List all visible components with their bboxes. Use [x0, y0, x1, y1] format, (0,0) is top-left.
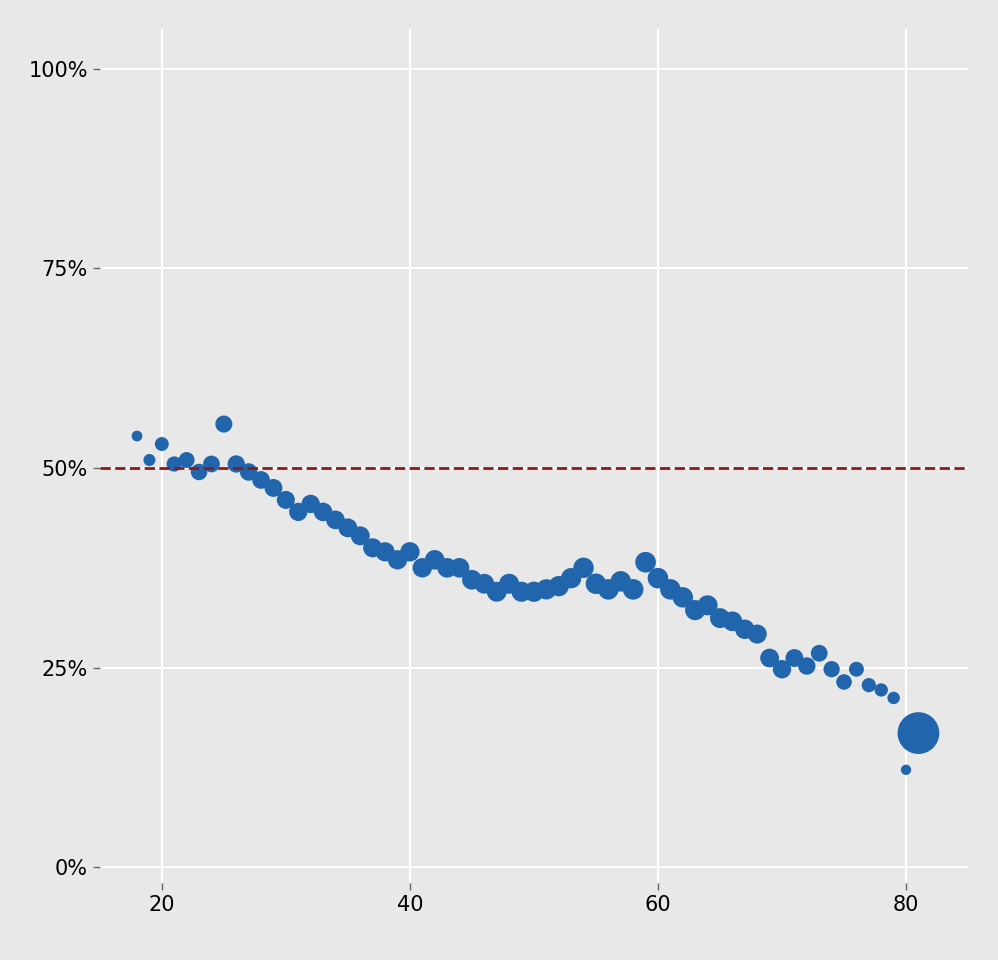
- Point: [538, 582, 554, 597]
- Point: [179, 452, 195, 468]
- Point: [253, 472, 269, 488]
- Point: [364, 540, 380, 556]
- Point: [712, 611, 728, 626]
- Point: [427, 552, 443, 567]
- Point: [811, 645, 827, 660]
- Point: [451, 560, 467, 575]
- Point: [489, 584, 505, 599]
- Point: [588, 576, 604, 591]
- Point: [910, 726, 926, 741]
- Point: [601, 582, 617, 597]
- Point: [563, 570, 579, 586]
- Point: [129, 428, 145, 444]
- Point: [277, 492, 293, 508]
- Point: [302, 496, 318, 512]
- Point: [340, 520, 356, 536]
- Point: [885, 690, 901, 706]
- Point: [464, 572, 480, 588]
- Point: [514, 584, 530, 599]
- Point: [377, 544, 393, 560]
- Point: [761, 650, 777, 665]
- Point: [848, 661, 864, 677]
- Point: [675, 589, 691, 605]
- Point: [154, 437, 170, 452]
- Point: [327, 513, 343, 528]
- Point: [241, 465, 256, 480]
- Point: [873, 683, 889, 698]
- Point: [216, 417, 232, 432]
- Point: [476, 576, 492, 591]
- Point: [861, 678, 877, 693]
- Point: [774, 661, 790, 677]
- Point: [315, 504, 331, 519]
- Point: [191, 465, 207, 480]
- Point: [786, 650, 802, 665]
- Point: [823, 661, 839, 677]
- Point: [352, 528, 368, 543]
- Point: [749, 626, 765, 641]
- Point: [526, 584, 542, 599]
- Point: [700, 598, 716, 613]
- Point: [501, 576, 517, 591]
- Point: [290, 504, 306, 519]
- Point: [836, 674, 852, 689]
- Point: [737, 621, 752, 636]
- Point: [265, 480, 281, 495]
- Point: [389, 552, 405, 567]
- Point: [229, 456, 245, 471]
- Point: [402, 544, 418, 560]
- Point: [551, 579, 567, 594]
- Point: [613, 574, 629, 589]
- Point: [414, 560, 430, 575]
- Point: [142, 452, 158, 468]
- Point: [663, 582, 679, 597]
- Point: [650, 570, 666, 586]
- Point: [638, 555, 654, 570]
- Point: [688, 603, 704, 618]
- Point: [576, 560, 592, 575]
- Point: [798, 659, 814, 674]
- Point: [439, 560, 455, 575]
- Point: [167, 456, 183, 471]
- Point: [204, 456, 220, 471]
- Point: [898, 762, 914, 778]
- Point: [625, 582, 641, 597]
- Point: [725, 613, 741, 629]
